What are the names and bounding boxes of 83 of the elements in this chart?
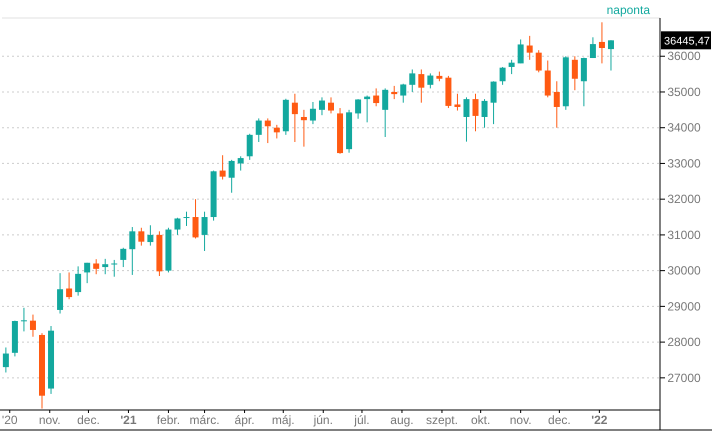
candlestick [454, 93, 460, 112]
candlestick [580, 57, 587, 107]
candlestick [310, 101, 316, 125]
candlestick [174, 217, 180, 236]
candlestick [30, 314, 36, 338]
candlestick [220, 154, 226, 180]
x-tick-label: jún. [312, 413, 333, 427]
y-tick-label: 31000 [667, 228, 702, 242]
x-tick-label: szept. [426, 413, 458, 427]
candlestick [463, 96, 470, 142]
candlestick [228, 159, 235, 194]
y-tick-label: 36000 [667, 49, 702, 64]
y-tick-label: 30000 [667, 264, 702, 278]
y-tick-label: 34000 [667, 120, 702, 135]
candlestick [490, 80, 497, 125]
candlestick [364, 95, 370, 123]
candlestick [391, 85, 398, 100]
candlestick [373, 88, 380, 107]
candlestick [264, 118, 271, 144]
candlestick [472, 93, 478, 132]
x-tick-label: '21 [120, 413, 137, 427]
candlestick [536, 50, 542, 73]
y-tick-label: 35000 [667, 84, 702, 99]
candlestick [138, 227, 144, 246]
candlestick [518, 38, 524, 64]
candlestick [400, 83, 406, 104]
candlestick [590, 36, 596, 59]
x-tick-label: dec. [77, 413, 100, 427]
x-tick-label: márc. [190, 413, 220, 427]
candlestick [274, 124, 280, 139]
x-tick-label: ápr. [234, 413, 255, 427]
candlestick [508, 59, 515, 75]
x-tick-label: aug. [390, 413, 414, 427]
candlestick [184, 211, 190, 226]
candlestick [84, 262, 90, 284]
y-tick-label: 27000 [667, 370, 702, 385]
candlestick [598, 22, 605, 64]
candlestick [256, 118, 262, 142]
y-tick-label: 33000 [667, 156, 702, 170]
x-tick-label: '22 [591, 413, 608, 427]
candlestick [20, 307, 27, 332]
x-tick-label: '20 [2, 413, 18, 427]
candlestick [147, 224, 154, 246]
candlestick [554, 80, 560, 128]
candlestick [409, 68, 416, 92]
candlestick [129, 226, 136, 276]
y-tick-label: 28000 [667, 335, 702, 350]
candlestick [355, 98, 362, 120]
candlestick [57, 272, 64, 314]
x-tick-label: nov. [38, 413, 61, 427]
candlestick [292, 93, 298, 142]
candlestick [102, 258, 108, 275]
candlestick [300, 109, 307, 148]
candlestick [608, 40, 614, 72]
x-tick-label: okt. [470, 413, 490, 427]
candlestick [111, 259, 118, 278]
candlestick [500, 66, 506, 86]
y-tick-label: 29000 [667, 299, 702, 314]
candlestick [382, 88, 388, 138]
candlestick [2, 346, 9, 373]
candlestick [93, 258, 100, 275]
x-tick-label: dec. [548, 413, 571, 427]
candlestick [526, 35, 533, 60]
candlestick [572, 56, 578, 91]
candlestick [246, 133, 253, 160]
text: naponta [606, 3, 650, 17]
x-tick-label: febr. [156, 413, 180, 427]
x-tick-label: júl. [353, 413, 370, 427]
x-tick-label: nov. [510, 413, 532, 427]
candlestick [482, 98, 488, 128]
candlestick [202, 211, 208, 252]
candlestick [120, 247, 126, 268]
y-tick-label: 32000 [667, 192, 702, 206]
candlestick [427, 72, 434, 89]
candlestick [75, 266, 82, 296]
candlestick [328, 96, 334, 114]
text: 36445,47 [664, 35, 710, 48]
candlestick [192, 198, 199, 239]
candlestick [66, 272, 72, 300]
candlestick [238, 156, 244, 172]
candlestick [418, 68, 424, 104]
candlestick [318, 96, 325, 116]
x-tick-label: máj. [272, 413, 295, 427]
